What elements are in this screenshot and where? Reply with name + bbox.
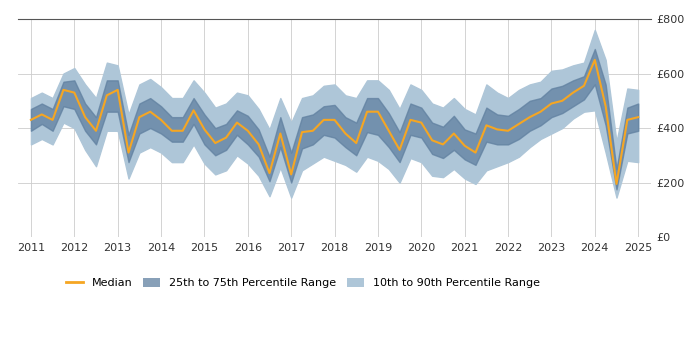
Legend: Median, 25th to 75th Percentile Range, 10th to 90th Percentile Range: Median, 25th to 75th Percentile Range, 1… xyxy=(62,273,544,293)
